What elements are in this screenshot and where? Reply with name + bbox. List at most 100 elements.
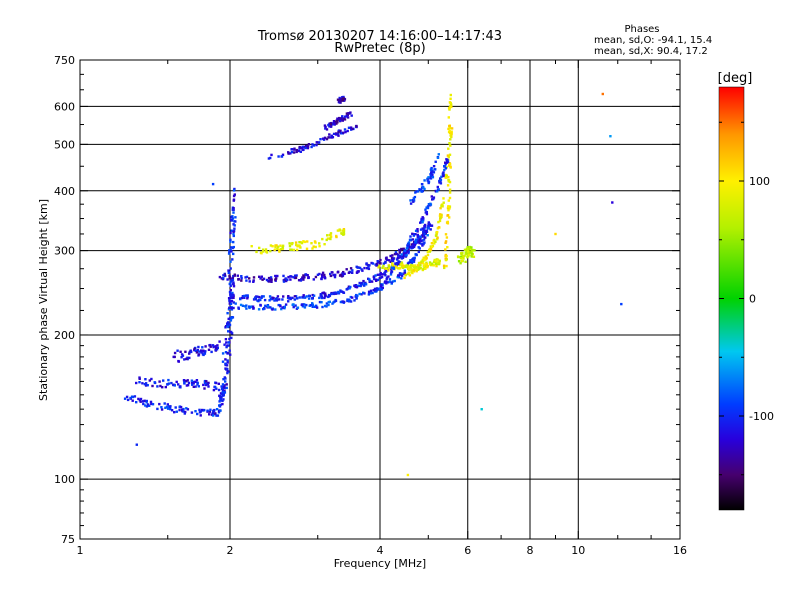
data-point xyxy=(302,240,305,243)
data-point xyxy=(432,197,435,201)
data-point xyxy=(326,237,330,240)
data-point xyxy=(432,171,436,174)
data-point xyxy=(220,387,224,391)
data-point xyxy=(343,128,347,131)
data-point xyxy=(170,381,173,385)
data-point xyxy=(297,149,301,153)
data-point xyxy=(325,128,329,131)
data-point xyxy=(219,396,222,399)
data-point xyxy=(321,305,324,309)
y-tick-label: 750 xyxy=(54,54,75,67)
data-point xyxy=(323,243,326,246)
data-point xyxy=(449,105,452,108)
data-point xyxy=(427,225,430,228)
data-point xyxy=(135,381,138,385)
data-point xyxy=(439,207,442,210)
data-point xyxy=(183,358,186,361)
data-point xyxy=(331,123,335,126)
data-point xyxy=(200,349,203,352)
data-point xyxy=(204,350,207,353)
data-point xyxy=(337,131,340,134)
data-point xyxy=(226,361,229,364)
data-point xyxy=(138,381,141,384)
data-point xyxy=(225,364,229,367)
data-point xyxy=(197,385,200,388)
data-point xyxy=(349,300,353,303)
data-point xyxy=(399,254,402,258)
data-point xyxy=(224,362,227,365)
data-point xyxy=(318,296,321,300)
data-point xyxy=(260,295,264,298)
y-tick-label: 75 xyxy=(61,533,75,546)
data-point xyxy=(385,278,388,281)
data-point xyxy=(219,403,222,407)
data-point xyxy=(146,384,149,387)
data-point xyxy=(410,271,413,274)
data-point xyxy=(293,147,296,150)
data-point xyxy=(406,250,409,253)
data-point xyxy=(229,284,232,287)
data-point xyxy=(370,280,374,283)
data-point xyxy=(444,233,448,236)
data-point xyxy=(210,350,213,354)
data-point xyxy=(438,219,442,223)
data-point xyxy=(412,266,416,269)
data-point xyxy=(295,150,298,154)
data-point xyxy=(360,268,363,271)
data-point xyxy=(294,241,298,244)
data-point xyxy=(144,404,147,407)
data-point xyxy=(480,408,483,411)
data-point xyxy=(442,264,446,267)
data-point xyxy=(320,295,323,298)
data-point xyxy=(280,307,283,311)
data-point xyxy=(279,244,282,247)
data-point xyxy=(304,146,307,150)
data-point xyxy=(376,260,379,263)
data-point xyxy=(310,242,313,245)
data-point xyxy=(430,263,433,267)
data-point xyxy=(438,214,442,217)
data-point xyxy=(342,233,345,236)
data-point xyxy=(434,160,437,163)
data-point xyxy=(259,277,262,280)
data-point xyxy=(295,248,299,251)
data-point xyxy=(162,379,165,382)
data-point xyxy=(281,246,284,249)
data-point xyxy=(396,258,399,261)
data-point xyxy=(318,141,321,144)
data-point xyxy=(393,252,397,256)
data-point xyxy=(228,349,231,352)
data-point xyxy=(158,380,161,383)
data-point xyxy=(342,291,345,294)
data-point xyxy=(399,249,402,252)
data-point xyxy=(336,132,340,136)
data-point xyxy=(226,278,229,281)
data-point xyxy=(292,151,296,154)
data-point xyxy=(289,278,292,281)
data-point xyxy=(307,143,311,146)
data-point xyxy=(447,178,450,182)
data-point xyxy=(421,221,424,224)
data-point xyxy=(397,275,401,279)
data-point xyxy=(229,293,232,296)
data-point xyxy=(232,281,235,284)
data-point xyxy=(250,245,253,248)
data-point xyxy=(402,264,405,268)
data-point xyxy=(391,264,395,268)
data-point xyxy=(398,251,401,254)
data-point xyxy=(224,351,228,354)
data-point xyxy=(360,293,363,296)
data-point xyxy=(315,306,319,309)
data-point xyxy=(192,385,195,388)
data-point xyxy=(449,138,452,141)
data-point xyxy=(385,257,388,260)
data-point xyxy=(228,323,232,327)
data-point xyxy=(296,245,299,248)
data-point xyxy=(196,381,199,385)
data-point xyxy=(473,249,476,252)
data-point xyxy=(230,219,233,222)
data-point xyxy=(427,221,430,224)
data-point xyxy=(232,285,236,288)
data-point xyxy=(215,408,219,411)
data-point xyxy=(300,241,304,245)
